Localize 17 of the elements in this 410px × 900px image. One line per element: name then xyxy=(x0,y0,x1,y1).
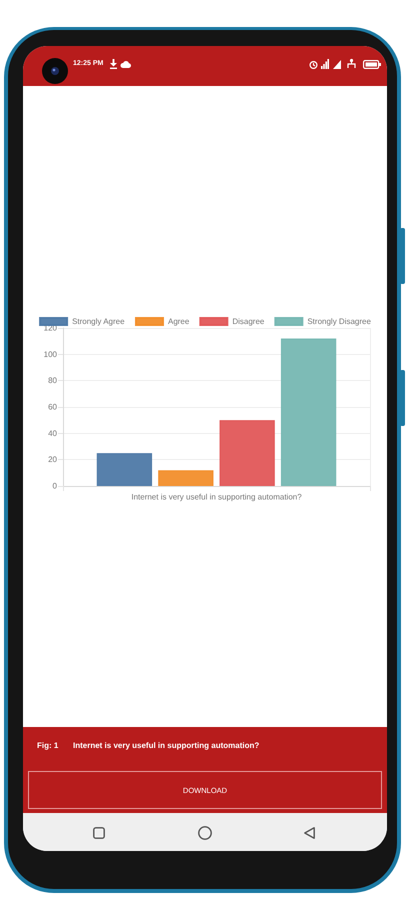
bar xyxy=(220,420,275,486)
y-tick-label: 100 xyxy=(44,350,58,359)
legend-label: Strongly Disagree xyxy=(307,317,372,326)
y-tick-label: 40 xyxy=(48,428,58,438)
legend-label: Disagree xyxy=(232,317,265,326)
text: Fig: 1 xyxy=(37,741,58,751)
y-tick-label: 0 xyxy=(52,482,58,490)
bar xyxy=(158,470,214,486)
text: Internet is very useful in supporting automation? xyxy=(73,741,260,751)
legend-label: Agree xyxy=(168,317,190,326)
y-tick-label: 20 xyxy=(48,455,58,464)
bar xyxy=(96,453,152,486)
y-tick-label: 80 xyxy=(48,376,58,386)
y-tick-label: 120 xyxy=(44,324,58,332)
y-tick-label: 60 xyxy=(48,402,58,412)
bar xyxy=(280,338,336,486)
legend-label: Strongly Agree xyxy=(72,317,126,326)
